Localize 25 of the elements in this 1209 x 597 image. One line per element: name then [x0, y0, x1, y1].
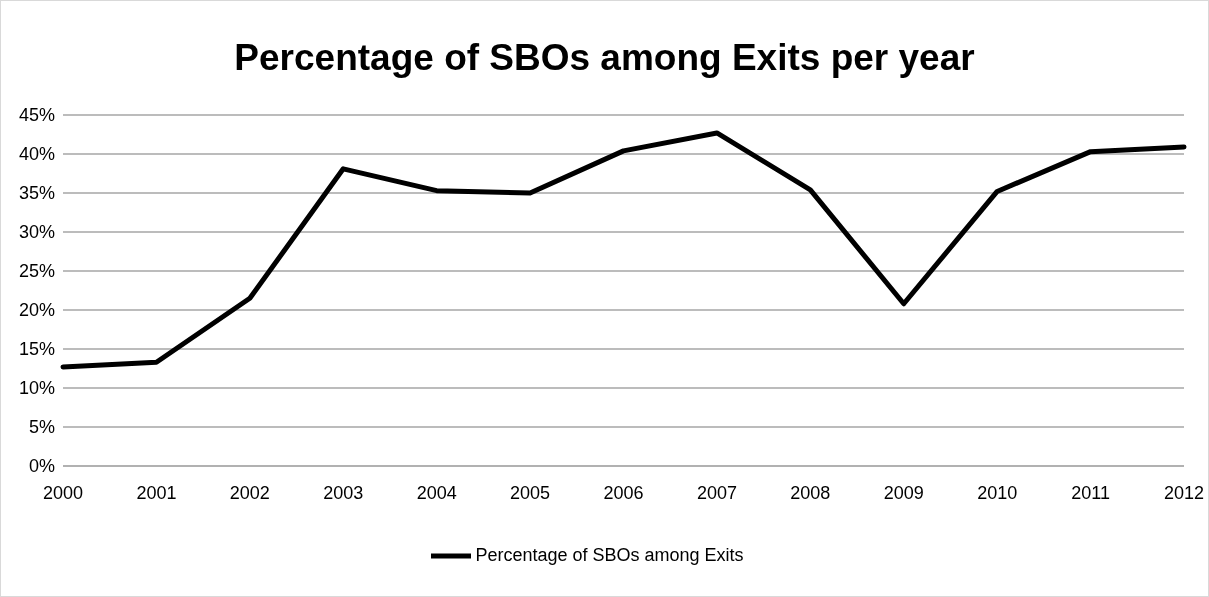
y-tick-label: 40% — [18, 144, 55, 165]
y-tick-label: 35% — [18, 183, 55, 204]
y-tick-label: 10% — [18, 378, 55, 399]
y-tick-label: 20% — [18, 300, 55, 321]
x-tick-label: 2004 — [416, 482, 457, 503]
x-tick-label: 2001 — [136, 482, 177, 503]
y-tick-label: 45% — [18, 105, 55, 126]
x-tick-label: 2008 — [790, 482, 831, 503]
x-tick-label: 2007 — [696, 482, 737, 503]
x-tick-label: 2011 — [1071, 482, 1110, 503]
chart-title: Percentage of SBOs among Exits per year — [233, 37, 976, 79]
y-tick-label: 0% — [28, 456, 55, 477]
x-tick-label: 2010 — [977, 482, 1018, 503]
x-tick-label: 2000 — [42, 482, 84, 503]
y-tick-label: 30% — [18, 222, 55, 243]
x-tick-label: 2012 — [1163, 482, 1205, 503]
x-tick-label: 2002 — [229, 482, 270, 503]
y-tick-label: 25% — [18, 261, 55, 282]
x-tick-label: 2003 — [323, 482, 364, 503]
x-tick-label: 2009 — [883, 482, 924, 503]
y-tick-label: 15% — [18, 339, 55, 360]
x-tick-label: 2006 — [603, 482, 644, 503]
x-tick-label: 2005 — [510, 482, 551, 503]
legend-label: Percentage of SBOs among Exits — [475, 544, 744, 565]
y-tick-label: 5% — [28, 417, 55, 438]
